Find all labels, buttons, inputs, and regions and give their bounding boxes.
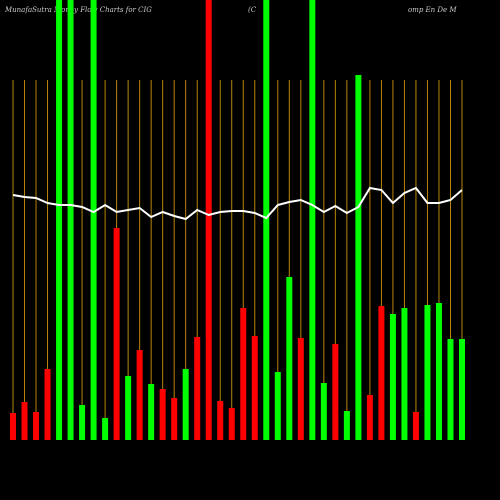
bar	[459, 339, 465, 440]
bar	[240, 308, 247, 440]
bar	[228, 408, 235, 440]
bar	[56, 0, 63, 440]
bar	[332, 344, 339, 440]
price-line	[12, 186, 463, 221]
chart-subtitle: (C	[248, 6, 257, 14]
bar	[297, 338, 304, 440]
bar	[33, 412, 40, 440]
bar	[447, 339, 454, 440]
bar	[424, 305, 431, 440]
bar	[67, 0, 74, 440]
bar	[378, 306, 385, 440]
bar	[113, 228, 120, 440]
bar	[401, 308, 408, 440]
bar	[10, 413, 16, 440]
bar	[366, 395, 373, 440]
annotation: omp En De M	[408, 6, 457, 14]
bar	[44, 369, 51, 440]
chart-title: MunafaSutra Money Flow Charts for CIG	[4, 6, 152, 14]
bar	[355, 75, 362, 440]
bar	[102, 418, 109, 440]
bar	[148, 384, 155, 440]
bar	[320, 383, 327, 440]
bar	[309, 0, 316, 440]
bar	[79, 405, 86, 440]
bar	[125, 376, 132, 440]
bar	[90, 0, 97, 440]
bar	[171, 398, 178, 440]
bar	[182, 369, 189, 440]
bar	[263, 0, 270, 440]
bar	[136, 350, 143, 440]
bar	[194, 337, 201, 440]
bar	[286, 277, 293, 440]
bar	[205, 0, 212, 440]
bar	[412, 412, 419, 440]
bar	[389, 314, 396, 440]
bar	[251, 336, 258, 440]
bar	[274, 372, 281, 440]
bar	[21, 402, 28, 440]
bar	[217, 401, 224, 440]
bar	[343, 411, 350, 440]
bar	[435, 303, 442, 440]
bar	[159, 389, 166, 440]
